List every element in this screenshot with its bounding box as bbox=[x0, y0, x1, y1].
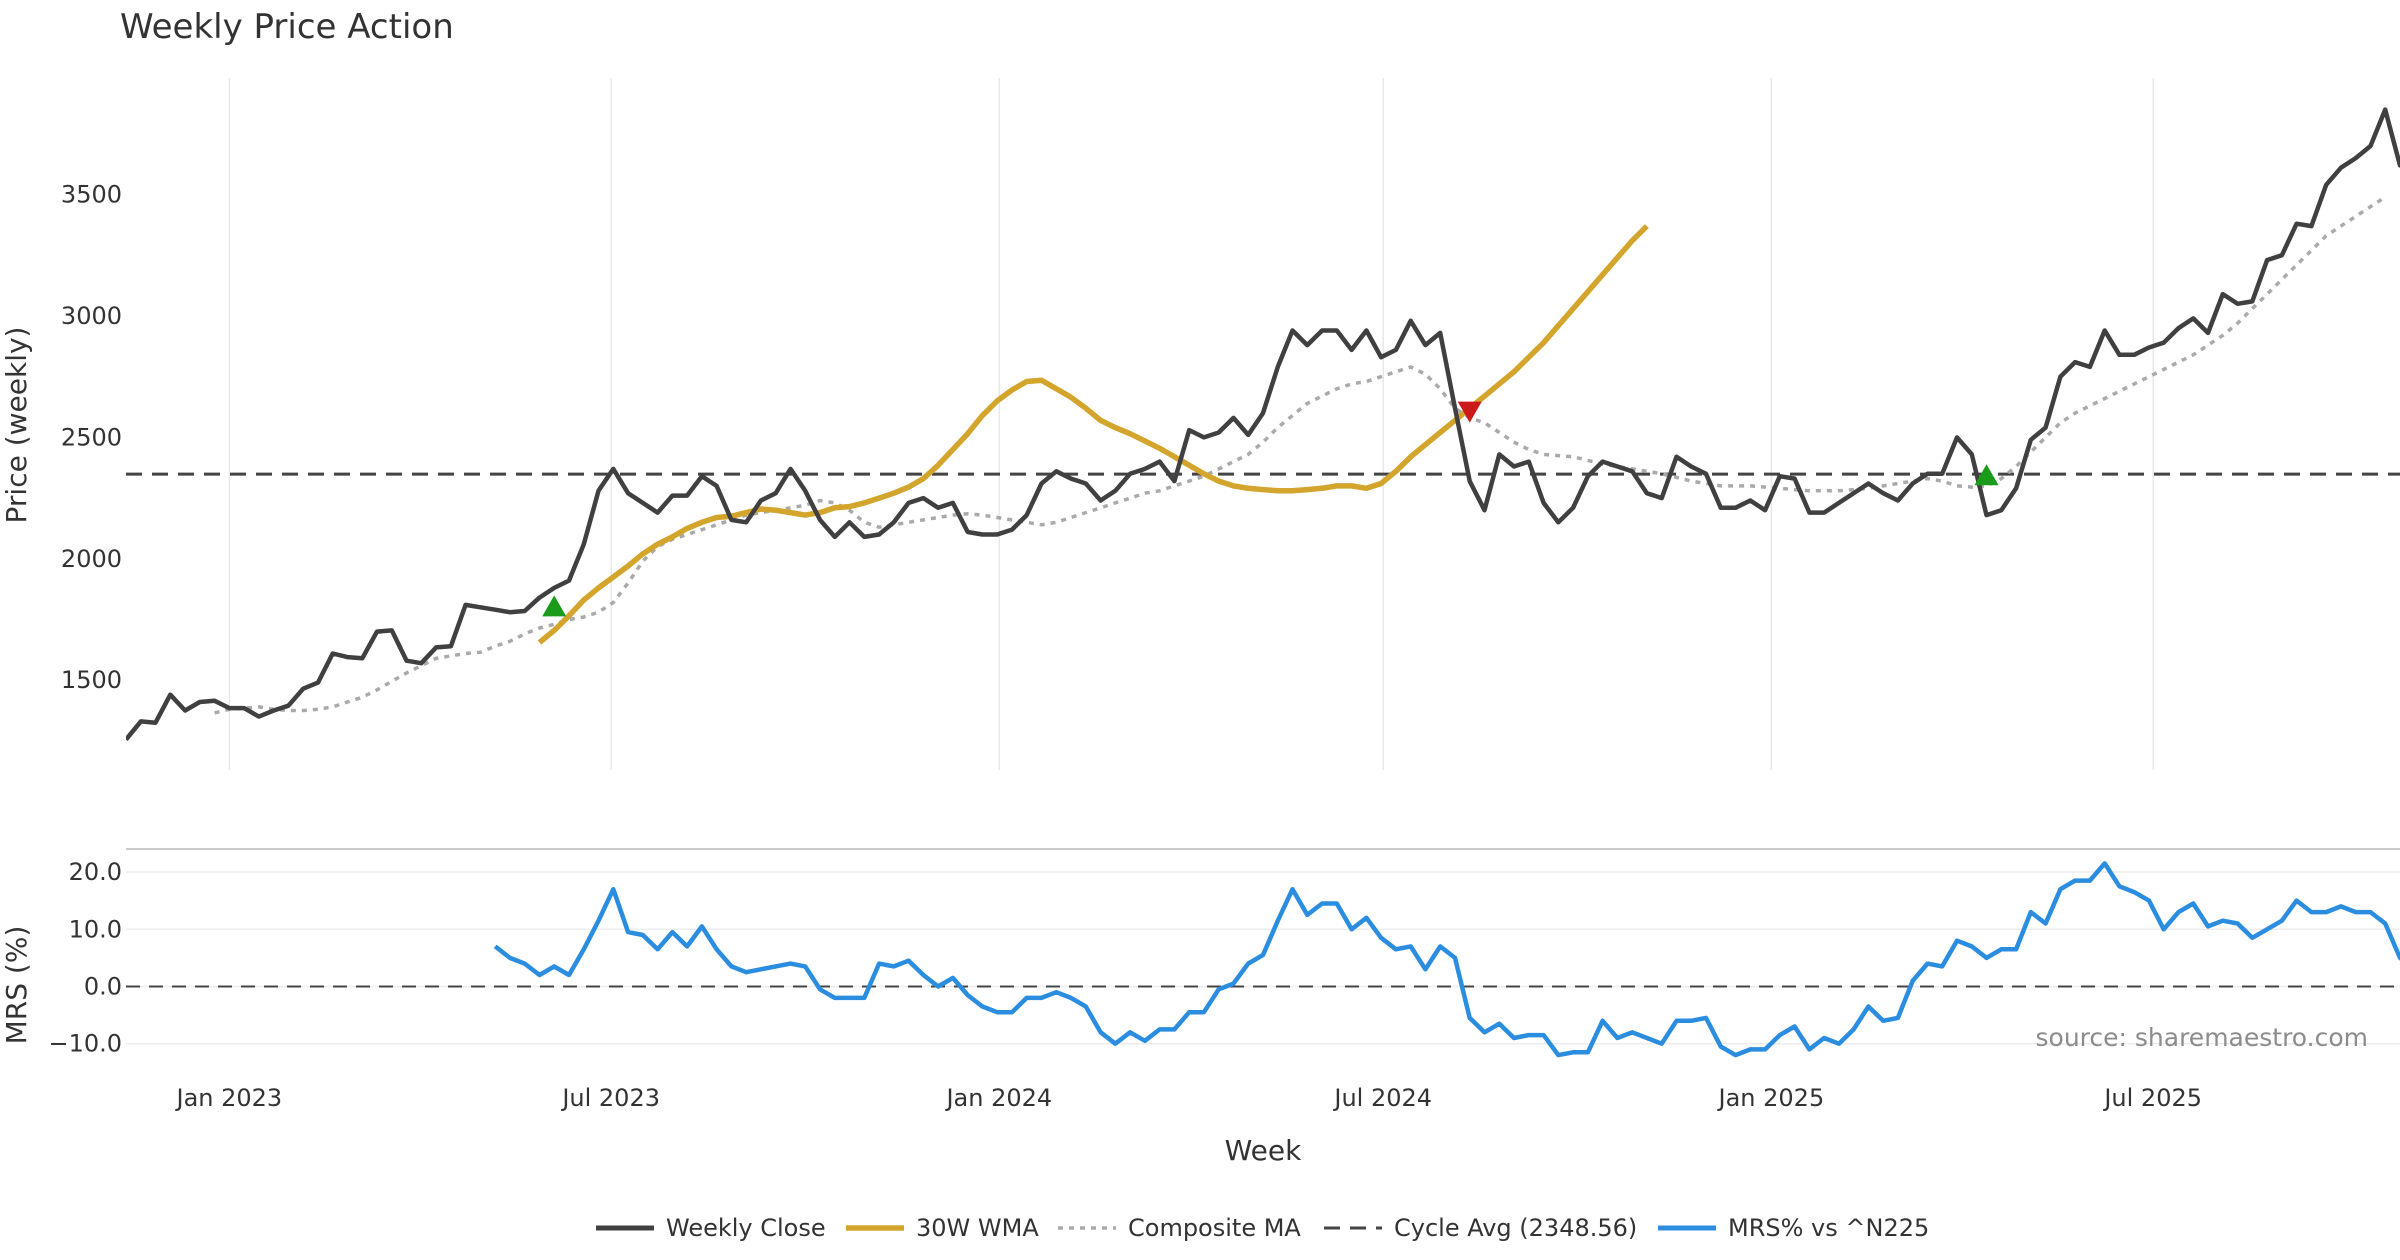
mrs-y-tick-label: 20.0 bbox=[69, 858, 122, 886]
weekly-close-line bbox=[126, 107, 2400, 742]
sell-signal-marker bbox=[1457, 401, 1482, 423]
x-tick-label: Jul 2025 bbox=[2102, 1084, 2202, 1112]
mrs-y-axis-label: MRS (%) bbox=[0, 926, 33, 1045]
legend-label: Composite MA bbox=[1128, 1214, 1301, 1242]
x-tick-label: Jul 2023 bbox=[560, 1084, 660, 1112]
legend-item: MRS% vs ^N225 bbox=[1658, 1214, 1929, 1242]
composite-ma-line bbox=[214, 195, 2387, 715]
price-y-axis-label: Price (weekly) bbox=[0, 327, 33, 524]
x-axis-ticks: Jan 2023 Jul 2023 Jan 2024 Jul 2024 Jan 2025… bbox=[175, 1084, 2203, 1112]
legend-item: Weekly Close bbox=[596, 1214, 826, 1242]
price-y-ticks: 1500 2000 2500 3000 3500 bbox=[61, 181, 122, 695]
mrs-y-ticks: 20.0 10.0 0.0 −10.0 bbox=[48, 858, 122, 1058]
legend-label: Weekly Close bbox=[666, 1214, 826, 1242]
wma-30w-line bbox=[537, 224, 1649, 645]
x-tick-label: Jan 2023 bbox=[175, 1084, 283, 1112]
mrs-y-tick-label: 0.0 bbox=[84, 972, 122, 1000]
x-tick-label: Jan 2024 bbox=[944, 1084, 1052, 1112]
buy-signal-marker bbox=[542, 595, 567, 617]
y-tick-label: 2000 bbox=[61, 545, 122, 573]
mrs-panel: 20.0 10.0 0.0 −10.0 bbox=[48, 848, 2400, 1058]
x-tick-label: Jul 2024 bbox=[1332, 1084, 1432, 1112]
y-tick-label: 3000 bbox=[61, 302, 122, 330]
signal-markers bbox=[542, 401, 1999, 617]
x-tick-label: Jan 2025 bbox=[1717, 1084, 1825, 1112]
x-axis-label: Week bbox=[1225, 1134, 1302, 1167]
price-vertical-grid bbox=[228, 78, 2154, 770]
y-tick-label: 2500 bbox=[61, 423, 122, 451]
mrs-y-tick-label: −10.0 bbox=[48, 1030, 122, 1058]
buy-signal-marker bbox=[1974, 464, 1999, 486]
source-note: source: sharemaestro.com bbox=[2036, 1023, 2369, 1052]
legend-item: Composite MA bbox=[1058, 1214, 1301, 1242]
legend-label: Cycle Avg (2348.56) bbox=[1394, 1214, 1637, 1242]
mrs-line bbox=[493, 861, 2400, 1058]
y-tick-label: 1500 bbox=[61, 666, 122, 694]
legend-label: MRS% vs ^N225 bbox=[1728, 1214, 1929, 1242]
chart-title: Weekly Price Action bbox=[120, 7, 454, 47]
legend-item: Cycle Avg (2348.56) bbox=[1324, 1214, 1637, 1242]
y-tick-label: 3500 bbox=[61, 181, 122, 209]
legend-item: 30W WMA bbox=[846, 1214, 1039, 1242]
mrs-y-tick-label: 10.0 bbox=[69, 915, 122, 943]
legend-label: 30W WMA bbox=[916, 1214, 1039, 1242]
legend: Weekly Close 30W WMA Composite MA Cycle Avg… bbox=[596, 1214, 1929, 1242]
price-panel: 1500 2000 2500 3000 3500 bbox=[61, 78, 2400, 770]
